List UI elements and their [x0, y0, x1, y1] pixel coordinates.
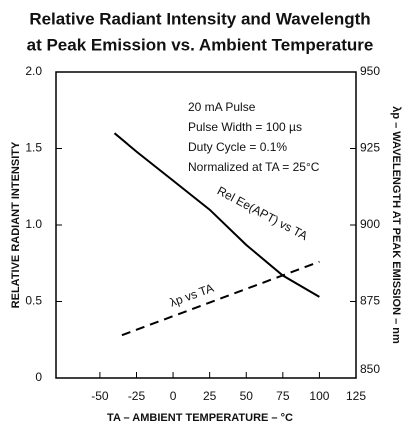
data-line — [121, 260, 320, 337]
x-tick-label: -25 — [128, 389, 146, 403]
data-line — [113, 132, 320, 298]
y-axis-label: RELATIVE RADIANT INTENSITY — [10, 141, 22, 308]
annotation: 20 mA Pulse — [188, 100, 256, 114]
x-tick-label: 125 — [346, 389, 366, 403]
y2-tick-label: 900 — [360, 217, 380, 231]
y-tick-label: 1.5 — [25, 141, 42, 155]
plot-frame — [55, 71, 357, 379]
x-tick-label: 50 — [240, 389, 254, 403]
x-tick-label: 100 — [309, 389, 329, 403]
annotation: Normalized at TA = 25°C — [188, 160, 320, 174]
x-tick-label: 75 — [276, 389, 290, 403]
x-tick-label: 25 — [203, 389, 217, 403]
series-label: Rel Ee(APT) vs TA — [215, 184, 310, 243]
annotation: Pulse Width = 100 µs — [188, 120, 302, 134]
y2-tick-label: 950 — [360, 64, 380, 78]
chart-title: at Peak Emission vs. Ambient Temperature — [27, 35, 374, 54]
y-tick-label: 0 — [35, 370, 42, 384]
y2-tick-label: 925 — [360, 141, 380, 155]
y2-axis-label: λp – WAVELENGTH AT PEAK EMISSION – nm — [390, 106, 402, 344]
series-label: λp vs TA — [168, 281, 216, 310]
y-tick-label: 0.5 — [25, 294, 42, 308]
x-tick-label: -50 — [91, 389, 109, 403]
annotation: Duty Cycle = 0.1% — [188, 140, 287, 154]
y-tick-label: 2.0 — [25, 64, 42, 78]
chart-title: Relative Radiant Intensity and Wavelengt… — [29, 9, 370, 28]
y-tick-label: 1.0 — [25, 217, 42, 231]
y2-tick-label: 850 — [360, 362, 380, 376]
x-tick-label: 0 — [170, 389, 177, 403]
y2-tick-label: 875 — [360, 294, 380, 308]
x-axis-label: TA – AMBIENT TEMPERATURE – °C — [107, 412, 293, 424]
